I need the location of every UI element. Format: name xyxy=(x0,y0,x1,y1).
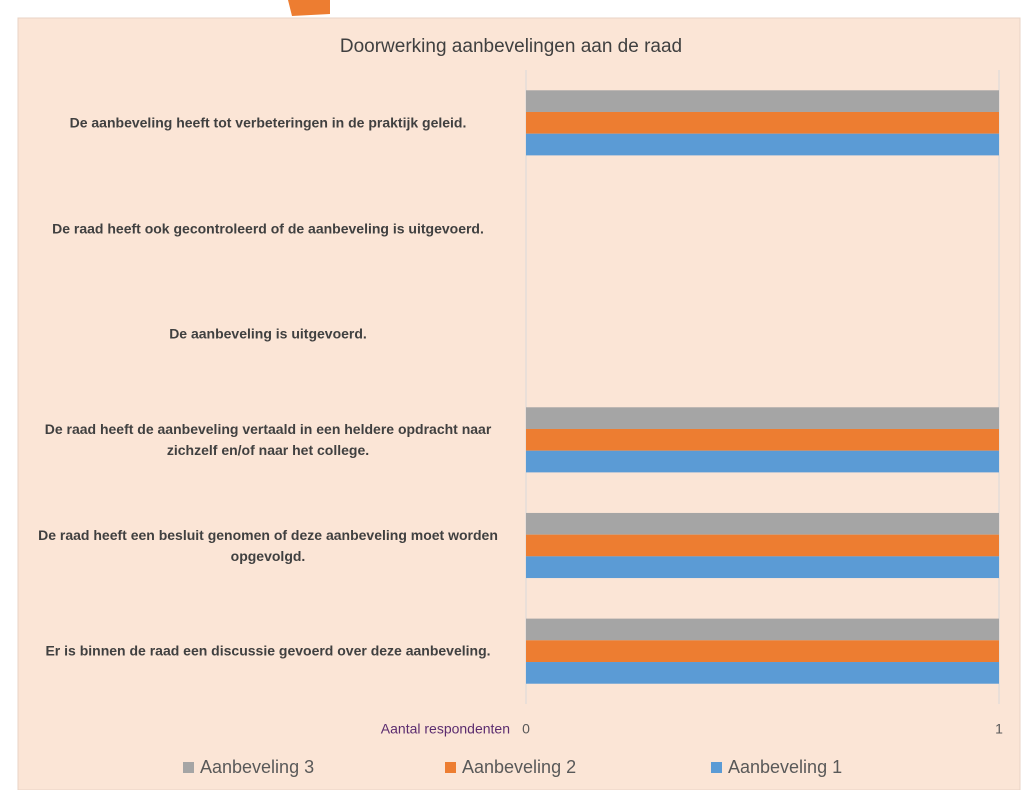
x-axis-label: Aantal respondenten xyxy=(381,721,510,737)
y-tick-label: Er is binnen de raad een discussie gevoe… xyxy=(45,642,491,659)
bar xyxy=(526,450,999,473)
legend-swatch xyxy=(711,762,722,773)
legend-label: Aanbeveling 2 xyxy=(462,757,576,777)
bar xyxy=(526,90,999,112)
bar xyxy=(526,407,999,429)
legend-swatch xyxy=(445,762,456,773)
chart-title: Doorwerking aanbevelingen aan de raad xyxy=(340,36,682,57)
bar xyxy=(526,640,999,663)
bar xyxy=(526,133,999,156)
bar xyxy=(526,428,999,451)
bar xyxy=(526,111,999,134)
y-tick-label: De aanbeveling heeft tot verbeteringen i… xyxy=(69,114,467,131)
bar xyxy=(526,534,999,557)
legend-swatch xyxy=(183,762,194,773)
y-tick-label: De aanbeveling is uitgevoerd. xyxy=(169,325,367,342)
y-tick-label: De raad heeft een besluit genomen of dez… xyxy=(38,526,498,564)
x-tick-label: 0 xyxy=(522,721,530,737)
y-tick-label: De raad heeft ook gecontroleerd of de aa… xyxy=(52,220,484,236)
legend-label: Aanbeveling 1 xyxy=(728,757,842,777)
bar xyxy=(526,512,999,535)
y-tick-label: De raad heeft de aanbeveling vertaald in… xyxy=(44,420,492,458)
bar xyxy=(526,662,999,684)
decoration xyxy=(288,0,330,16)
legend-label: Aanbeveling 3 xyxy=(200,757,314,777)
x-tick-label: 1 xyxy=(995,721,1003,737)
bar xyxy=(526,556,999,579)
bar xyxy=(526,618,999,641)
